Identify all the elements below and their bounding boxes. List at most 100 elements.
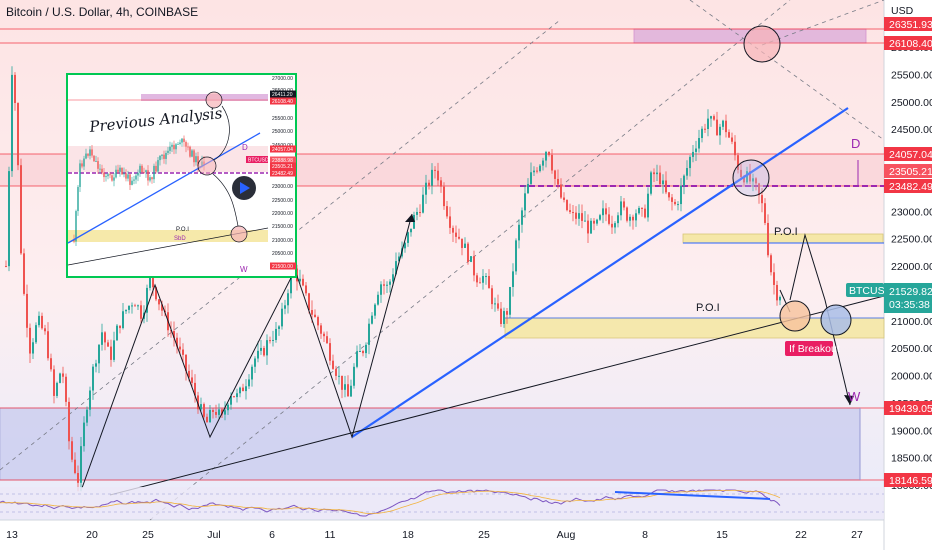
inset-tag-bg xyxy=(270,156,296,164)
candle-body xyxy=(269,340,271,342)
candle-body xyxy=(89,390,91,410)
rsi-ma-line xyxy=(0,489,781,514)
candle-body xyxy=(257,350,259,359)
candle-body xyxy=(770,255,772,273)
inset-candle-body xyxy=(145,170,147,173)
projection-path xyxy=(789,233,851,406)
candle-body xyxy=(713,116,715,120)
candle-body xyxy=(491,288,493,305)
candle-body xyxy=(395,261,397,275)
candle-body xyxy=(452,227,454,233)
inset-tag: 23888.98 xyxy=(272,158,293,164)
candle-body xyxy=(320,325,322,334)
inset-candle-body xyxy=(85,153,87,159)
candle-body xyxy=(605,208,607,215)
inset-candle-body xyxy=(153,165,155,180)
marker-circle-mid xyxy=(732,159,770,197)
candle-body xyxy=(281,308,283,327)
inset-tag: 26411.20 xyxy=(272,92,293,98)
y-tick-label: 24500.00 xyxy=(891,124,932,136)
inset-candle-body xyxy=(159,155,161,161)
inset-tag-bg xyxy=(270,262,296,270)
candle-body xyxy=(554,170,556,179)
candle-body xyxy=(692,151,694,157)
y-tick-label: 21000.00 xyxy=(891,316,932,328)
candle-body xyxy=(584,220,586,222)
inset-candle-body xyxy=(97,161,99,169)
candle-body xyxy=(458,236,460,239)
candlestick-series xyxy=(5,66,781,492)
candle-body xyxy=(716,119,718,136)
candle-body xyxy=(155,287,157,300)
inset-tag-bg xyxy=(270,97,296,105)
candle-body xyxy=(188,370,190,378)
candle-body xyxy=(638,207,640,214)
candle-body xyxy=(227,404,229,411)
candle-body xyxy=(218,409,220,415)
inset-candle-body xyxy=(179,142,181,144)
inset-tick-label: 22500.00 xyxy=(272,198,293,204)
price-tag-bg xyxy=(884,36,932,50)
candle-body xyxy=(512,271,514,287)
last-price-bg xyxy=(884,283,932,313)
candle-body xyxy=(383,284,385,286)
candle-body xyxy=(326,336,328,344)
candle-body xyxy=(197,395,199,410)
inset-candle-body xyxy=(195,156,197,163)
candle-body xyxy=(23,253,25,294)
candle-body xyxy=(749,171,751,182)
candle-body xyxy=(647,193,649,218)
inset-tick-label: 27000.00 xyxy=(272,76,293,82)
candle-body xyxy=(500,308,502,325)
candle-body xyxy=(602,208,604,216)
inset-candle-body xyxy=(103,172,105,178)
candle-body xyxy=(650,172,652,194)
countdown: 03:35:38 xyxy=(889,299,930,311)
candle-body xyxy=(14,74,16,104)
inset-candle-body xyxy=(93,155,95,162)
candle-body xyxy=(560,184,562,198)
inset-candle-body xyxy=(79,163,81,187)
candle-body xyxy=(200,404,202,410)
candle-body xyxy=(158,299,160,305)
y-tick-label: 20500.00 xyxy=(891,343,932,355)
label-poi-upper: P.O.I xyxy=(774,226,798,238)
price-tags: 26351.93 26108.40 24057.04 23505.21 23482.49… xyxy=(884,17,932,487)
candle-body xyxy=(254,358,256,367)
inset-candle-body xyxy=(127,174,129,179)
candle-body xyxy=(299,278,301,282)
candle-body xyxy=(509,286,511,315)
candle-body xyxy=(590,220,592,234)
candle-body xyxy=(665,180,667,193)
candle-body xyxy=(719,126,721,136)
candle-body xyxy=(746,171,748,183)
inset-candle-body xyxy=(173,144,175,150)
candle-body xyxy=(314,314,316,318)
candle-body xyxy=(731,137,733,142)
axis-background xyxy=(884,0,932,550)
candle-body xyxy=(767,222,769,256)
time-axis[interactable]: 13 20 25 Jul 6 11 18 25 Aug 8 15 22 27 xyxy=(6,529,863,541)
candle-body xyxy=(734,141,736,156)
candle-body xyxy=(338,375,340,377)
candle-body xyxy=(485,276,487,278)
candle-body xyxy=(101,332,103,345)
candle-body xyxy=(566,199,568,211)
inset-candle-body xyxy=(77,186,79,212)
price-tag: 19439.05 xyxy=(889,403,932,415)
candle-body xyxy=(266,340,268,356)
price-tag: 18146.59 xyxy=(889,475,932,487)
candle-body xyxy=(374,304,376,316)
y-tick-label: 19000.00 xyxy=(891,425,932,437)
inset-candle-body xyxy=(193,150,195,163)
candle-body xyxy=(368,323,370,345)
candle-body xyxy=(146,287,148,313)
inset-tag: 23505.21 xyxy=(272,164,293,170)
price-tag: 23482.49 xyxy=(889,181,932,193)
candle-body xyxy=(287,293,289,306)
candle-body xyxy=(179,346,181,350)
blue-trendline xyxy=(351,107,849,438)
candle-body xyxy=(29,327,31,354)
candle-body xyxy=(587,220,589,234)
candle-body xyxy=(236,393,238,398)
